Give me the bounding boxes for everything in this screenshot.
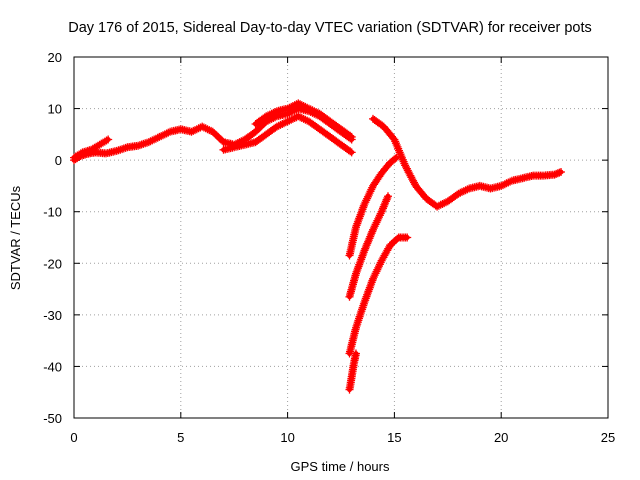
grid-lines: [74, 57, 608, 418]
x-tick-label: 25: [601, 430, 615, 445]
x-axis-label: GPS time / hours: [291, 459, 390, 474]
y-tick-label: -50: [43, 411, 62, 426]
y-axis-label: SDTVAR / TECUs: [8, 185, 23, 290]
x-tick-label: 5: [177, 430, 184, 445]
x-tick-label: 10: [280, 430, 294, 445]
series-points: [70, 135, 113, 162]
y-tick-label: -20: [43, 256, 62, 271]
series-points: [345, 349, 360, 394]
y-tick-label: 20: [48, 50, 62, 65]
y-tick-label: 10: [48, 102, 62, 117]
x-tick-label: 15: [387, 430, 401, 445]
series-early-branch: [70, 135, 113, 162]
series-points: [219, 112, 356, 157]
x-tick-label: 0: [70, 430, 77, 445]
series-points: [251, 99, 356, 141]
y-tick-label: -10: [43, 205, 62, 220]
series-descending-arc-B: [345, 192, 392, 301]
plot-frame: [73, 56, 609, 419]
x-axis: 0 5 10 15 20 25: [70, 57, 615, 445]
series-points: [345, 153, 401, 260]
series-descending-arc-C: [345, 233, 412, 358]
series-points: [345, 192, 392, 301]
series-steep-tail: [345, 349, 360, 394]
y-tick-label: -40: [43, 359, 62, 374]
series-upper-band: [251, 99, 356, 141]
x-tick-label: 20: [494, 430, 508, 445]
series-points: [369, 114, 566, 211]
y-tick-label: -30: [43, 308, 62, 323]
chart-title: Day 176 of 2015, Sidereal Day-to-day VTE…: [68, 20, 592, 36]
series-line: [347, 235, 410, 357]
series-line: [370, 116, 564, 210]
series-recovery-trace: [369, 114, 566, 211]
series-points: [345, 233, 412, 358]
data-series: [70, 99, 566, 394]
series-lower-band: [219, 112, 356, 157]
series-descending-arc-A: [345, 153, 401, 260]
y-axis: -50 -40 -30 -20 -10 0 10 20: [43, 50, 608, 426]
y-tick-label: 0: [55, 153, 62, 168]
